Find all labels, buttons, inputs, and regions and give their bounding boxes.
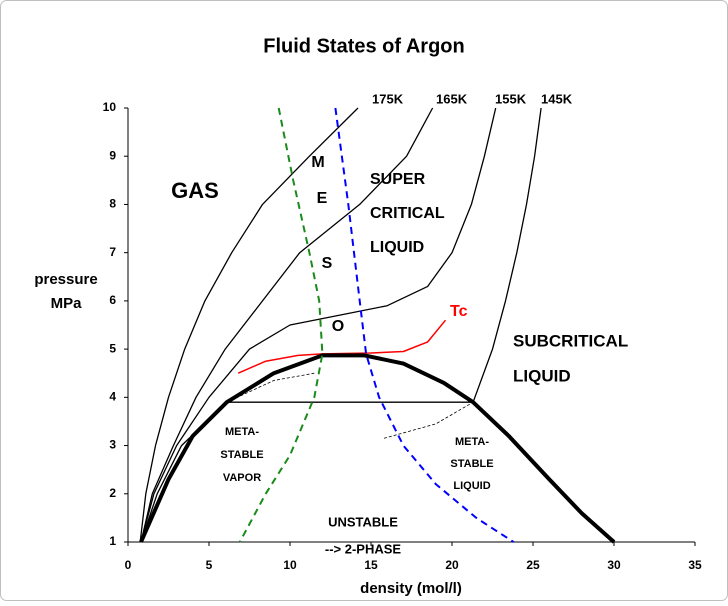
y-tick-label: 4 (109, 390, 116, 404)
series-line (383, 401, 474, 439)
x-tick-label: 30 (607, 558, 621, 572)
x-tick-label: 35 (688, 558, 702, 572)
annotation: S (322, 255, 333, 272)
x-tick-label: 10 (283, 558, 297, 572)
annotation: O (332, 318, 344, 335)
annotation: VAPOR (223, 472, 261, 484)
annotation: STABLE (220, 449, 263, 461)
series-line (334, 107, 515, 543)
annotation: LIQUID (453, 480, 490, 492)
y-tick-label: 3 (109, 438, 116, 452)
series-label: Tc (450, 303, 468, 320)
annotation: CRITICAL (370, 205, 445, 222)
x-tick-label: 0 (125, 558, 132, 572)
y-tick-label: 9 (109, 148, 116, 162)
annotation: UNSTABLE (328, 514, 398, 529)
y-tick-label: 6 (109, 293, 116, 307)
x-tick-label: 5 (206, 558, 213, 572)
series-label: 165K (436, 91, 468, 106)
annotation: STABLE (450, 458, 493, 470)
annotation: SUPER (370, 171, 426, 188)
series-label: 175K (372, 91, 404, 106)
y-axis-label: pressure (34, 271, 97, 288)
series-line (139, 353, 616, 544)
chart-title: Fluid States of Argon (263, 35, 464, 57)
annotation: M (311, 154, 324, 171)
series-line (140, 107, 497, 543)
y-tick-label: 7 (109, 245, 116, 259)
y-axis-label: MPa (51, 295, 83, 312)
series-line (140, 107, 542, 543)
annotation: META- (455, 436, 489, 448)
series-line (238, 107, 324, 543)
annotation: SUBCRITICAL (513, 331, 628, 350)
annotation: LIQUID (513, 366, 571, 385)
series-line (139, 107, 359, 543)
annotation: GAS (171, 178, 219, 203)
annotation: META- (225, 426, 259, 438)
annotation: E (317, 190, 328, 207)
x-axis-label: density (mol/l) (360, 580, 462, 597)
x-tick-label: 20 (445, 558, 459, 572)
y-tick-label: 2 (109, 486, 116, 500)
x-tick-label: 15 (364, 558, 378, 572)
series-label: 145K (541, 91, 573, 106)
series-label: 155K (495, 91, 527, 106)
annotation: LIQUID (370, 239, 424, 256)
annotation: --> 2-PHASE (325, 541, 402, 556)
x-tick-label: 25 (526, 558, 540, 572)
series-line (140, 107, 434, 543)
y-tick-label: 5 (109, 341, 116, 355)
series-line (226, 372, 315, 403)
y-tick-label: 10 (103, 100, 117, 114)
y-tick-label: 1 (109, 534, 116, 548)
y-tick-label: 8 (109, 197, 116, 211)
